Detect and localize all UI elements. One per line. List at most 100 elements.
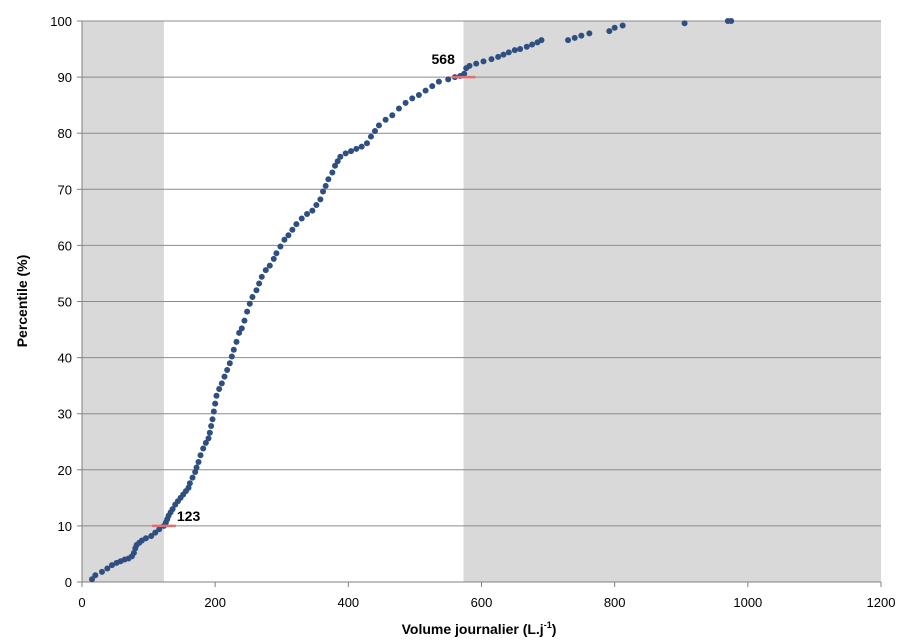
data-point [322, 182, 329, 189]
y-tick-label-100: 100 [50, 14, 72, 29]
data-point [298, 215, 305, 222]
data-point [353, 145, 360, 152]
y-tick-label-30: 30 [58, 407, 72, 422]
data-point [285, 232, 292, 239]
data-point [422, 87, 429, 94]
data-point [241, 317, 248, 324]
data-point [495, 53, 502, 60]
data-point [409, 95, 416, 102]
data-point [358, 143, 365, 150]
data-point [230, 346, 237, 353]
data-point [266, 262, 273, 269]
data-point [329, 169, 336, 176]
data-point [213, 392, 220, 399]
data-point [169, 506, 176, 513]
data-point [382, 116, 389, 123]
axes [77, 20, 882, 587]
data-point [500, 51, 507, 58]
data-point [236, 329, 243, 336]
data-point [206, 429, 213, 436]
annotation-label-568: 568 [432, 51, 456, 67]
data-point [156, 526, 163, 533]
data-point [337, 153, 344, 160]
data-point [473, 60, 480, 67]
data-point [375, 122, 382, 129]
data-point [728, 18, 735, 24]
data-point [281, 236, 288, 243]
data-point [578, 32, 585, 39]
data-point [224, 366, 231, 373]
data-point [429, 83, 436, 90]
x-tick-label-1000: 1000 [733, 595, 762, 610]
data-point [395, 105, 402, 112]
data-point [193, 464, 200, 471]
data-point [523, 43, 530, 50]
x-tick-label-400: 400 [337, 595, 359, 610]
data-point [565, 37, 572, 44]
data-point [238, 325, 245, 332]
data-point [606, 28, 613, 35]
data-point [538, 37, 545, 44]
data-point [586, 30, 593, 37]
y-tick-label-60: 60 [58, 238, 72, 253]
data-point [505, 49, 512, 56]
data-point [309, 207, 316, 214]
data-point [142, 535, 149, 542]
data-point [681, 20, 688, 27]
data-point [363, 140, 370, 147]
data-point [88, 576, 95, 583]
data-point [208, 423, 215, 430]
data-point [233, 338, 240, 345]
data-point [186, 480, 193, 487]
data-point [347, 148, 354, 155]
data-point [435, 78, 442, 85]
data-point [371, 127, 378, 134]
data-point [517, 46, 524, 53]
data-points [88, 18, 735, 583]
annotation-label-123: 123 [177, 508, 201, 524]
data-point [270, 255, 277, 262]
data-point [209, 416, 216, 423]
data-point [611, 24, 618, 31]
data-point [244, 308, 251, 315]
data-point [332, 162, 339, 169]
x-tick-label-800: 800 [604, 595, 626, 610]
x-tick-label-0: 0 [78, 595, 85, 610]
data-point [200, 445, 207, 452]
data-point [317, 196, 324, 203]
data-point [402, 99, 409, 106]
annotations: 123 568 [151, 51, 476, 528]
data-point [148, 532, 155, 539]
data-point [445, 76, 452, 83]
data-point [571, 34, 578, 41]
x-tick-label-200: 200 [204, 595, 226, 610]
data-point [228, 353, 235, 360]
data-point [258, 273, 265, 280]
data-point [108, 562, 115, 569]
data-point [289, 226, 296, 233]
y-tick-label-40: 40 [58, 351, 72, 366]
data-point [511, 47, 518, 54]
data-point [216, 386, 223, 393]
data-point [197, 452, 204, 459]
x-axis-title: Volume journalier (L.j-1) [402, 620, 557, 637]
y-tick-label-0: 0 [65, 575, 72, 590]
data-point [334, 158, 341, 165]
data-point [320, 188, 327, 195]
data-point [325, 176, 332, 183]
data-point [461, 70, 468, 77]
x-tick-label-1200: 1200 [867, 595, 896, 610]
data-point [313, 202, 320, 209]
y-axis-title: Percentile (%) [14, 255, 30, 348]
data-point [152, 529, 159, 536]
data-point [189, 474, 196, 481]
y-tick-label-20: 20 [58, 463, 72, 478]
data-point [256, 280, 263, 287]
data-point [304, 210, 311, 217]
y-tick-label-80: 80 [58, 126, 72, 141]
y-tick-label-90: 90 [58, 70, 72, 85]
data-point [202, 439, 209, 446]
data-point [249, 294, 256, 301]
